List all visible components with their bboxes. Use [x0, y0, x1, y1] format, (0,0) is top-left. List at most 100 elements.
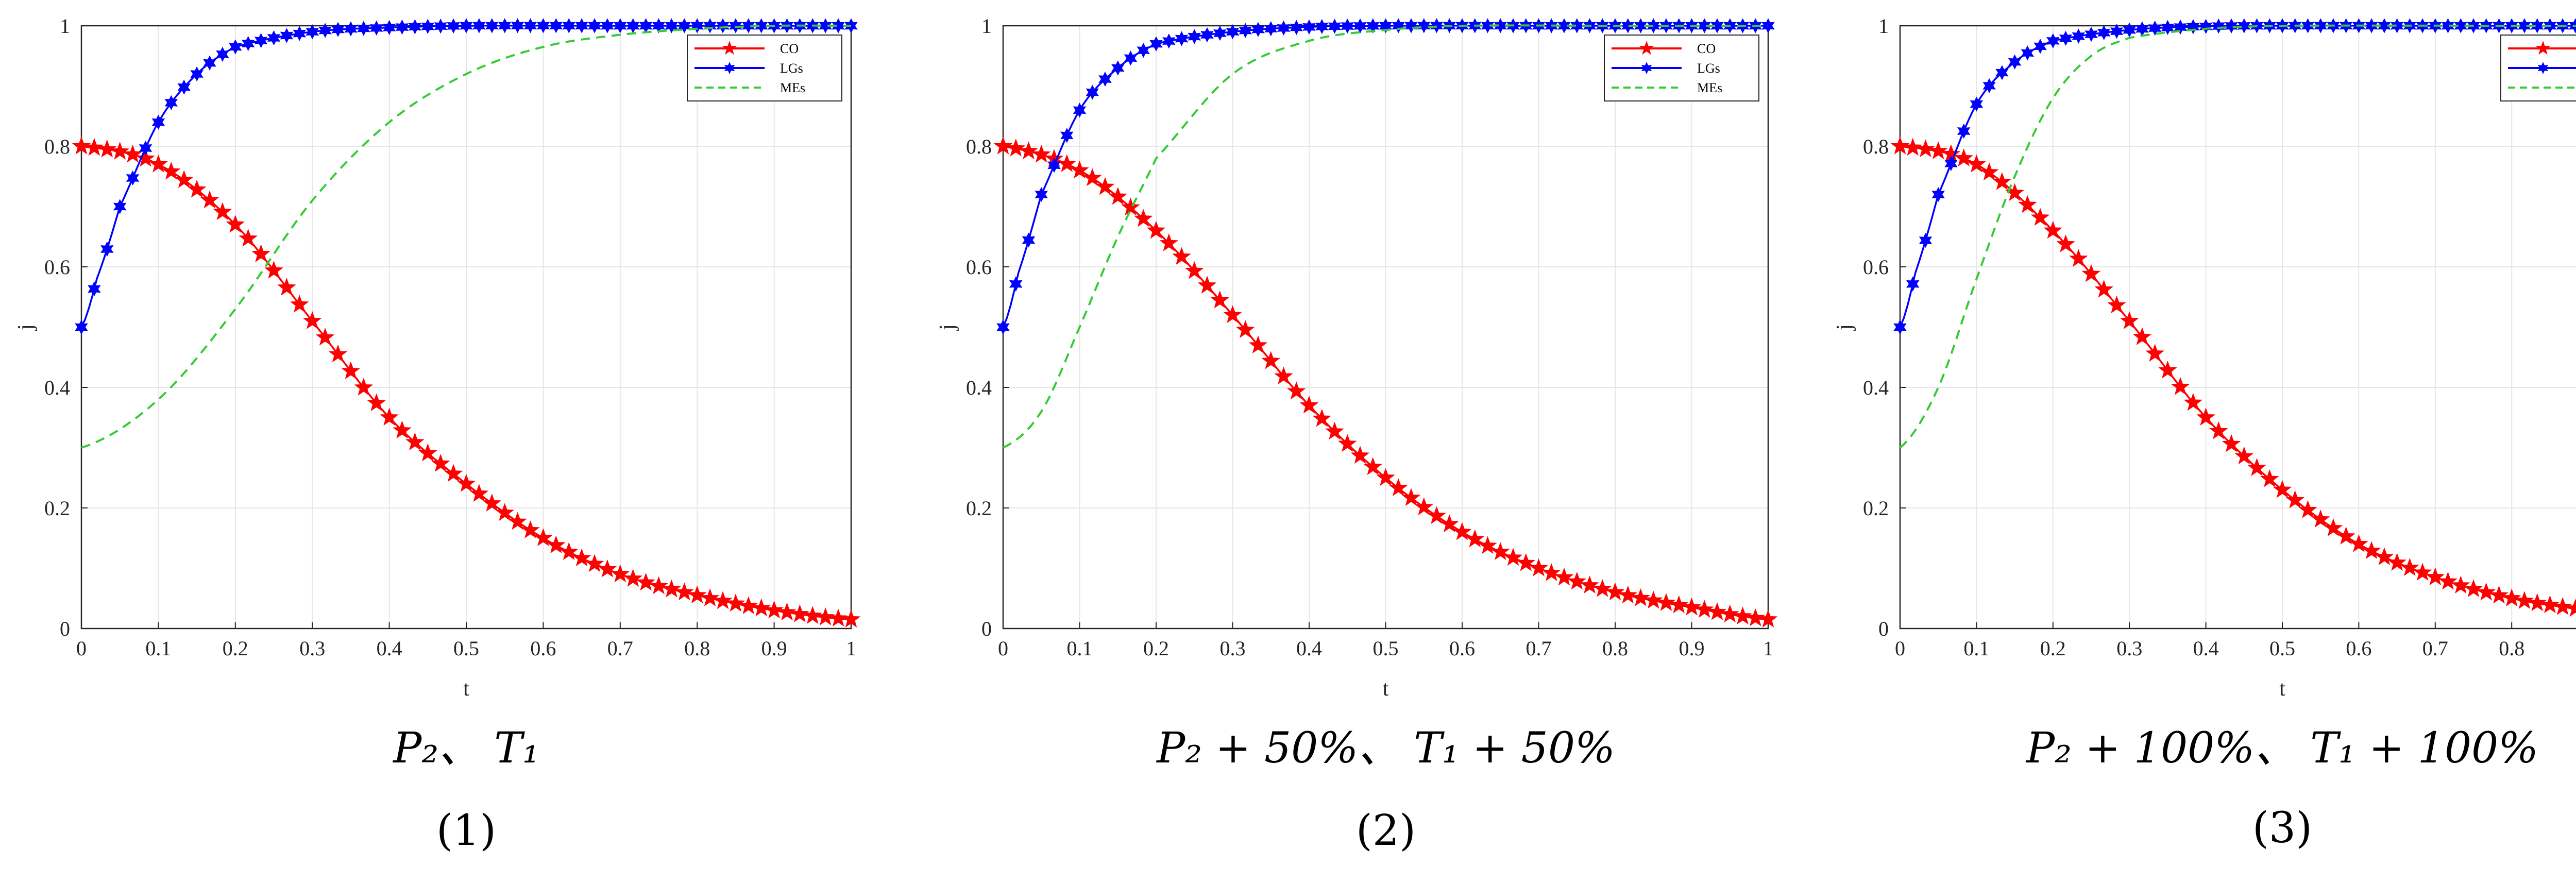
marker-co	[226, 214, 245, 233]
marker-lgs	[2174, 19, 2187, 35]
marker-lgs	[1149, 36, 1163, 52]
marker-lgs	[1188, 29, 1201, 44]
marker-lgs	[1557, 18, 1571, 33]
panel-caption: P₂ + 50%、 T₁ + 50%	[1156, 724, 1615, 773]
y-tick-label: 0.4	[1863, 376, 1889, 399]
marker-co	[1465, 529, 1484, 548]
marker-lgs	[1893, 319, 1907, 335]
marker-co	[2553, 597, 2572, 615]
marker-co	[2094, 280, 2113, 298]
marker-lgs	[2148, 20, 2162, 36]
marker-lgs	[1379, 18, 1393, 33]
marker-co	[380, 407, 399, 426]
marker-co	[315, 328, 335, 346]
marker-lgs	[2033, 39, 2047, 54]
marker-lgs	[2008, 54, 2022, 70]
marker-co	[1503, 548, 1523, 566]
marker-co	[803, 606, 822, 624]
marker-lgs	[1392, 18, 1405, 33]
marker-co	[1401, 488, 1421, 506]
marker-lgs	[331, 22, 345, 37]
marker-co	[2336, 527, 2355, 545]
panel-caption: P₂ + 100%、 T₁ + 100%	[2025, 724, 2538, 773]
marker-co	[354, 378, 374, 396]
marker-lgs	[588, 18, 601, 33]
marker-co	[687, 585, 707, 604]
marker-lgs	[2225, 18, 2238, 33]
marker-lgs	[690, 18, 704, 33]
marker-lgs	[2199, 19, 2213, 34]
marker-co	[623, 569, 642, 587]
marker-lgs	[523, 18, 537, 33]
marker-lgs	[1481, 18, 1495, 33]
marker-co	[110, 141, 129, 160]
marker-co	[1890, 136, 1910, 155]
marker-co	[187, 179, 207, 198]
marker-co	[2489, 585, 2509, 604]
marker-co	[1695, 600, 1714, 618]
x-tick-label: 0.8	[684, 637, 710, 660]
marker-co	[1605, 582, 1625, 601]
x-tick-label: 0.8	[2499, 637, 2524, 660]
chart-panel-3: 0 0.1 0.2 0.3 0.4 0.5 0.6 0.7 0.8 0.9 1 0 0.2 0.4 0.6 0…	[1833, 14, 2576, 853]
x-tick-label: 0.6	[2346, 637, 2371, 660]
legend-label: CO	[1697, 41, 1716, 56]
marker-lgs	[229, 39, 242, 55]
marker-lgs	[1251, 22, 1265, 37]
marker-lgs	[549, 18, 563, 33]
marker-lgs	[190, 66, 204, 82]
y-tick-label: 0	[981, 617, 992, 640]
marker-lgs	[716, 18, 730, 33]
marker-co	[1593, 579, 1612, 597]
marker-lgs	[729, 18, 742, 33]
marker-co	[1070, 160, 1089, 179]
legend-marker-lgs	[1641, 62, 1652, 74]
marker-co	[1554, 567, 1574, 586]
marker-co	[777, 602, 796, 621]
marker-co	[816, 607, 835, 625]
y-tick-label: 0.6	[44, 256, 70, 279]
marker-lgs	[216, 46, 229, 62]
marker-lgs	[1404, 18, 1418, 33]
marker-lgs	[1353, 18, 1367, 33]
legend-marker-lgs	[724, 62, 735, 74]
x-tick-label: 1	[1763, 637, 1773, 660]
y-tick-label: 1	[60, 14, 70, 38]
x-tick-label: 0.2	[223, 637, 248, 660]
marker-co	[2477, 582, 2496, 601]
x-tick-label: 0.3	[2116, 637, 2142, 660]
marker-co	[239, 228, 258, 247]
marker-co	[1223, 305, 1242, 324]
x-tick-label: 0.4	[377, 637, 402, 660]
marker-lgs	[1175, 31, 1189, 46]
marker-lgs	[2072, 28, 2085, 44]
marker-co	[2018, 195, 2037, 213]
x-tick-label: 0.1	[1067, 637, 1093, 660]
marker-co	[1210, 290, 1229, 309]
marker-lgs	[1315, 19, 1329, 35]
marker-lgs	[88, 281, 101, 297]
marker-co	[713, 591, 733, 609]
marker-lgs	[408, 19, 422, 35]
marker-co	[495, 503, 514, 521]
marker-lgs	[280, 28, 294, 43]
marker-co	[1248, 335, 1268, 354]
marker-co	[1019, 141, 1038, 160]
marker-co	[1134, 209, 1153, 227]
legend-label: CO	[780, 41, 799, 56]
series-line-mes	[1003, 24, 1768, 449]
marker-co	[2438, 571, 2458, 590]
y-tick-label: 0.8	[44, 135, 70, 158]
marker-co	[2400, 558, 2419, 576]
marker-co	[1516, 553, 1535, 571]
marker-co	[790, 604, 809, 622]
marker-co	[2413, 563, 2432, 581]
marker-co	[585, 554, 604, 572]
marker-co	[700, 588, 720, 606]
marker-lgs	[742, 18, 755, 33]
marker-lgs	[2059, 30, 2073, 46]
legend-label: LGs	[780, 61, 803, 76]
marker-co	[1261, 351, 1280, 369]
marker-co	[2158, 360, 2177, 379]
marker-lgs	[1328, 19, 1342, 34]
